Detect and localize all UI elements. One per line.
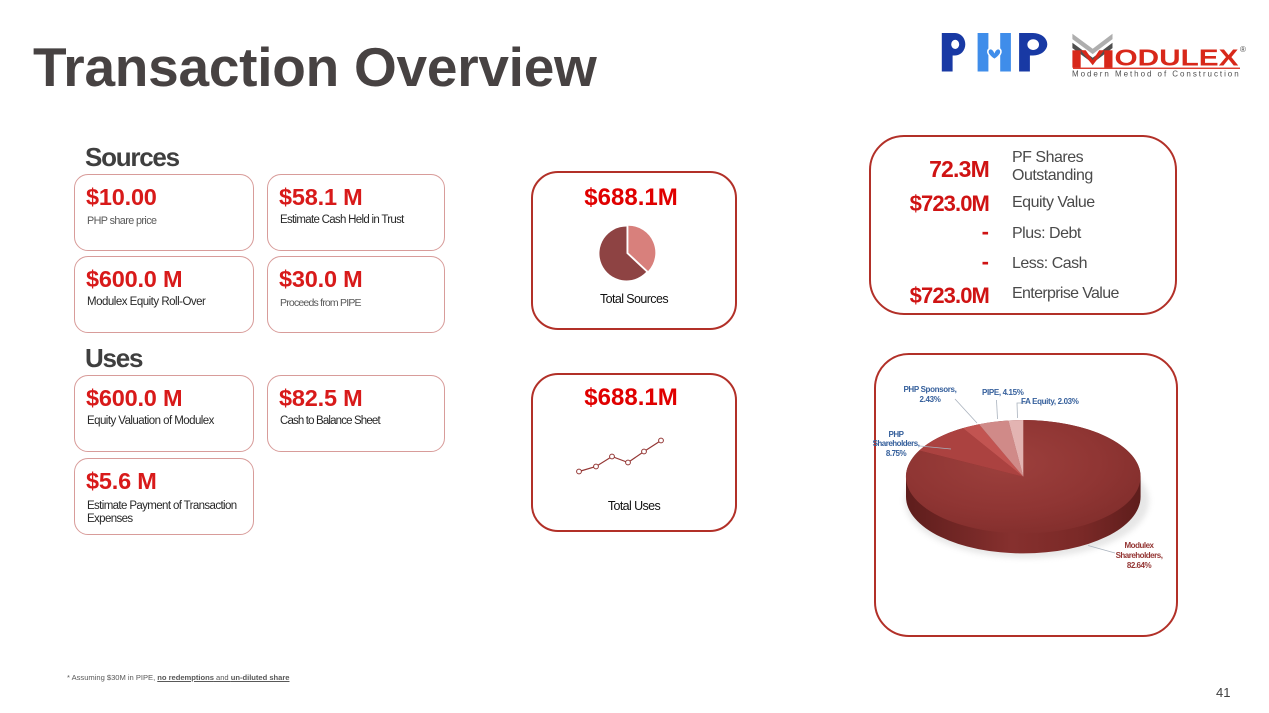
svg-text:Modern Method of Construction: Modern Method of Construction (1072, 70, 1241, 79)
svg-text:®: ® (1240, 45, 1246, 54)
svg-text:ODULEX: ODULEX (1115, 45, 1240, 71)
